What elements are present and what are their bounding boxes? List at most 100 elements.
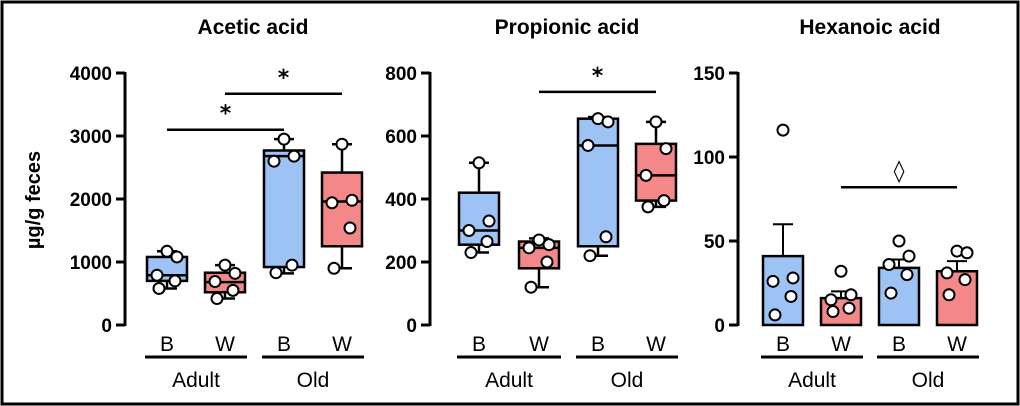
data-point xyxy=(824,293,838,307)
significance-marker: * xyxy=(278,66,290,91)
data-point xyxy=(826,305,840,319)
x-tick-label-W: W xyxy=(529,333,549,356)
group-label-old: Old xyxy=(297,369,330,392)
data-point xyxy=(267,154,281,168)
y-tick-label: 800 xyxy=(385,64,417,85)
panel-2: Propionic acid 0 200 400 600 800 B W B W Adult Old * xyxy=(385,16,678,392)
group-label-adult: Adult xyxy=(788,369,836,392)
data-point xyxy=(228,266,242,280)
x-tick-label-B: B xyxy=(591,333,605,356)
panel-1: Acetic acid 0 1000 2000 3000 4000 B W B W Adult Old… xyxy=(70,16,364,392)
data-point xyxy=(277,132,291,146)
data-point xyxy=(844,288,858,302)
data-point xyxy=(942,288,956,302)
x-tick-label-B: B xyxy=(160,333,174,356)
data-point xyxy=(657,194,671,208)
data-point xyxy=(659,142,673,156)
data-point xyxy=(269,266,283,280)
significance-marker: * xyxy=(592,64,604,89)
data-point xyxy=(583,249,597,263)
data-point xyxy=(343,221,357,235)
x-tick-label-B: B xyxy=(472,333,486,356)
data-point xyxy=(462,224,476,237)
data-point xyxy=(960,246,974,260)
y-tick-label: 3000 xyxy=(70,127,112,148)
x-tick-label-B: B xyxy=(277,333,291,356)
box-B-adult xyxy=(145,244,189,295)
y-tick-label: 0 xyxy=(406,316,417,337)
data-point xyxy=(958,273,972,287)
y-tick-label: 150 xyxy=(693,64,725,85)
data-point xyxy=(884,286,898,300)
bar-W-old xyxy=(935,244,979,327)
data-point xyxy=(327,261,341,275)
data-point xyxy=(532,233,546,247)
y-tick-label: 4000 xyxy=(70,64,112,85)
x-tick-label-B: B xyxy=(776,333,790,356)
y-tick-label: 0 xyxy=(101,316,112,337)
box-B-old xyxy=(576,112,620,263)
box-B-adult xyxy=(457,156,501,260)
box-W-old xyxy=(320,137,364,275)
data-point xyxy=(335,137,349,151)
group-label-old: Old xyxy=(912,369,945,392)
box-body xyxy=(262,149,306,269)
data-point xyxy=(218,258,232,272)
bar-B-old xyxy=(877,234,921,327)
data-point xyxy=(472,156,486,170)
data-point xyxy=(522,241,536,255)
significance-marker: ◊ xyxy=(894,159,905,184)
data-point xyxy=(900,268,914,282)
x-tick-label-W: W xyxy=(947,333,967,356)
group-label-adult: Adult xyxy=(172,369,220,392)
data-point xyxy=(940,266,954,280)
data-point xyxy=(601,115,615,129)
data-point xyxy=(786,271,800,285)
group-label-old: Old xyxy=(611,369,644,392)
data-point xyxy=(480,235,494,249)
x-tick-label-W: W xyxy=(831,333,851,356)
data-point xyxy=(768,308,782,322)
data-point xyxy=(649,115,663,129)
data-point xyxy=(464,246,478,260)
data-point xyxy=(210,292,224,306)
data-point xyxy=(882,258,896,272)
data-point xyxy=(639,168,653,182)
bar-W-adult xyxy=(819,264,863,327)
data-point xyxy=(542,238,556,252)
data-point xyxy=(524,280,538,294)
data-point xyxy=(152,281,166,295)
data-point xyxy=(285,258,299,272)
panel-3: Hexanoic acid 0 50 100 150 B W B W Adult Old ◊ xyxy=(693,16,979,392)
x-tick-label-W: W xyxy=(332,333,352,356)
data-point xyxy=(641,200,655,214)
data-point xyxy=(150,268,164,282)
data-point xyxy=(160,244,174,258)
y-tick-label: 2000 xyxy=(70,190,112,211)
y-tick-label: 400 xyxy=(385,190,417,211)
x-tick-label-W: W xyxy=(646,333,666,356)
data-point xyxy=(784,289,798,303)
x-tick-label-W: W xyxy=(215,333,235,356)
data-point xyxy=(892,234,906,248)
bar-B-adult xyxy=(761,123,805,327)
box-W-adult xyxy=(517,233,561,294)
y-tick-label: 50 xyxy=(704,232,725,253)
y-tick-label: 100 xyxy=(693,148,725,169)
box-W-old xyxy=(634,115,678,214)
data-point xyxy=(208,275,222,289)
data-point xyxy=(902,249,916,263)
data-point xyxy=(599,230,613,244)
data-point xyxy=(325,196,339,210)
data-point xyxy=(168,274,182,288)
data-point xyxy=(226,283,240,297)
data-point xyxy=(834,264,848,278)
x-tick-label-B: B xyxy=(892,333,906,356)
data-point xyxy=(581,138,595,152)
chart-title: Propionic acid xyxy=(495,16,640,39)
box-body xyxy=(576,117,620,248)
y-tick-label: 1000 xyxy=(70,253,112,274)
